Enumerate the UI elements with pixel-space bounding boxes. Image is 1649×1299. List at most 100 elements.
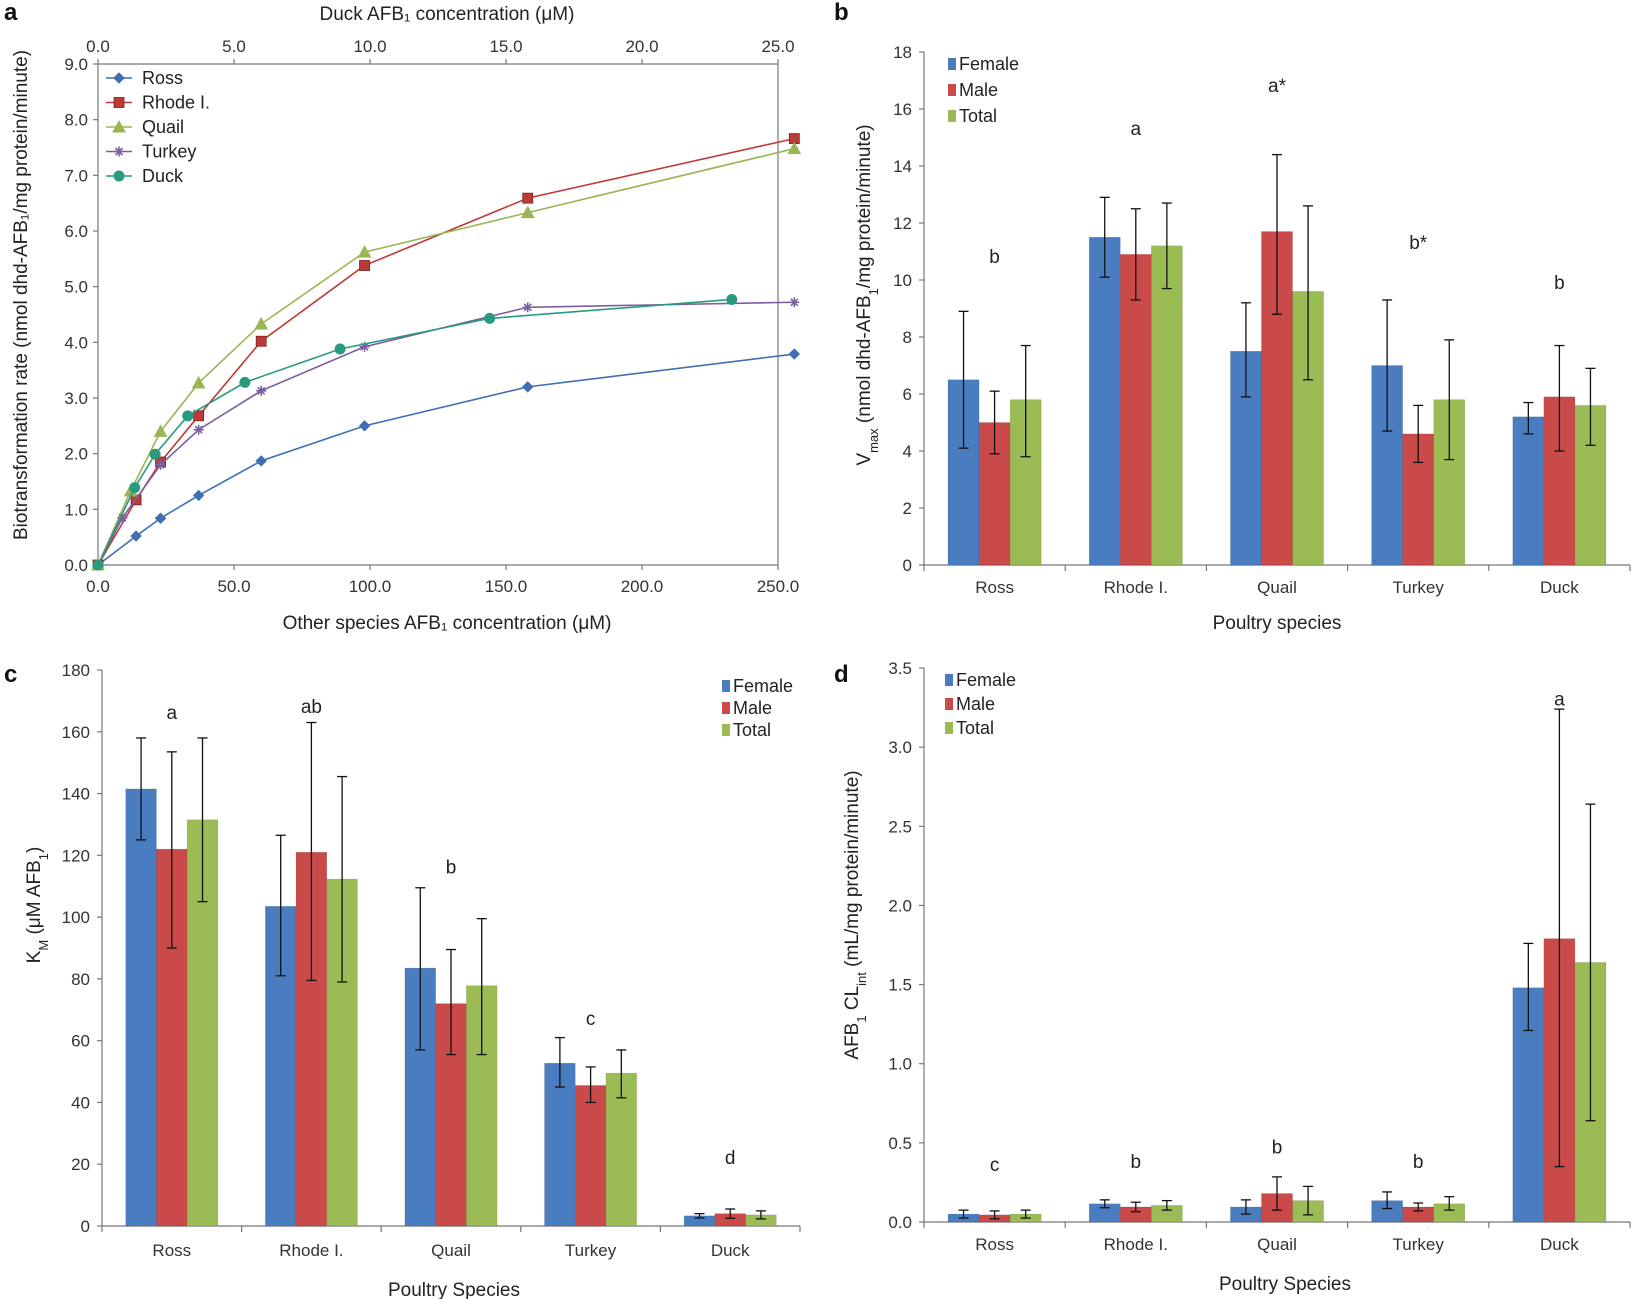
panel-c-y-tick-label: 140	[62, 785, 90, 804]
panel-a-x-tick-label: 150.0	[485, 577, 528, 596]
panel-c-significance-label: ab	[301, 697, 322, 718]
series-line-rhode-i	[97, 137, 795, 566]
panel-d-y-tick-label: 3.5	[888, 659, 912, 678]
panel-a: a Duck AFB₁ concentration (μM) Other spe…	[4, 0, 802, 634]
data-point-quail	[357, 245, 372, 258]
data-point-ross	[192, 489, 205, 502]
legend-marker-quail	[112, 119, 126, 133]
bar-male-rhodei	[1119, 254, 1152, 566]
panel-c-y-tick-label: 80	[71, 970, 90, 989]
data-point-duck	[239, 376, 251, 388]
bar-female-rhodei	[1088, 236, 1121, 566]
panel-a-top-tick-label: 5.0	[222, 37, 246, 56]
panel-b-plot-area: 0 2 4 6 8 10 12 14 16 18 Ross Rhode I. Quail Turkey Du…	[893, 43, 1631, 597]
panel-a-y-tick-label: 6.0	[64, 222, 88, 241]
legend-swatch-female	[722, 680, 730, 692]
data-point-duck	[129, 482, 141, 494]
panel-b: b Poultry species Vmax (nmol dhd-AFB1/mg…	[834, 0, 1631, 634]
panel-c: c Poultry Species KM (μM AFB1) 0 20 40 60 80…	[4, 661, 801, 1299]
legend-marker-rhode-i	[113, 97, 125, 108]
panel-b-y-tick-label: 8	[903, 328, 912, 347]
panel-b-y-tick-label: 18	[893, 43, 912, 62]
panel-a-y-tick-label: 3.0	[64, 389, 88, 408]
data-point-rhode-i	[193, 410, 205, 422]
panel-c-y-tick-label: 40	[71, 1093, 90, 1112]
panel-d-category-label: Ross	[975, 1235, 1014, 1254]
legend-marker-duck	[113, 170, 125, 182]
data-point-ross	[358, 420, 371, 432]
panel-a-y-tick-label: 1.0	[64, 500, 88, 519]
legend-label-rhode-i: Rhode I.	[142, 93, 210, 113]
panel-b-significance-label: a*	[1268, 76, 1287, 97]
panel-a-top-tick-label: 15.0	[489, 37, 522, 56]
panel-b-y-tick-label: 6	[903, 385, 912, 404]
bar-total-turkey	[1433, 399, 1466, 566]
legend-label-female: Female	[956, 670, 1016, 690]
panel-d-x-axis-title: Poultry Species	[1219, 1274, 1351, 1295]
panel-a-y-tick-label: 5.0	[64, 278, 88, 297]
panel-a-y-tick-label: 0.0	[64, 556, 88, 575]
panel-d-y-tick-label: 1.5	[888, 976, 912, 995]
legend-swatch-male	[722, 702, 730, 714]
panel-b-category-label: Turkey	[1393, 578, 1445, 597]
panel-c-significance-label: c	[586, 1009, 596, 1030]
panel-d-significance-label: b	[1413, 1152, 1424, 1173]
data-point-quail	[254, 316, 269, 330]
panel-b-y-tick-label: 0	[903, 556, 912, 575]
panel-a-y-axis-title: Biotransformation rate (nmol dhd-AFB₁/mg…	[11, 50, 32, 540]
data-point-quail	[520, 205, 535, 219]
panel-d-category-label: Duck	[1540, 1235, 1579, 1254]
panel-c-y-tick-label: 160	[62, 723, 90, 742]
panel-d-significance-label: c	[990, 1155, 1000, 1176]
panel-a-top-tick-label: 0.0	[86, 37, 110, 56]
data-point-ross	[130, 530, 142, 542]
legend-marker-turkey	[114, 146, 124, 157]
panel-a-y-tick-label: 8.0	[64, 111, 88, 130]
panel-c-x-axis-title: Poultry Species	[388, 1280, 520, 1299]
legend-swatch-female	[945, 674, 953, 686]
panel-a-x-tick-label: 200.0	[621, 577, 664, 596]
panel-c-y-tick-label: 0	[81, 1217, 90, 1236]
panel-c-category-label: Ross	[152, 1241, 191, 1260]
panel-c-y-tick-label: 180	[62, 661, 90, 680]
data-point-ross	[255, 455, 267, 467]
panel-c-y-tick-label: 60	[71, 1032, 90, 1051]
panel-d-significance-label: b	[1272, 1138, 1283, 1159]
panel-c-significance-label: a	[167, 703, 178, 724]
panel-a-bottom-axis-title: Other species AFB₁ concentration (μM)	[283, 613, 612, 634]
legend-label-turkey: Turkey	[142, 142, 196, 162]
panel-c-category-label: Turkey	[565, 1241, 617, 1260]
panel-d-plot-area: 0.0 0.5 1.0 1.5 2.0 2.5 3.0 3.5 Ross Rhode I. Quai…	[888, 659, 1631, 1254]
panel-b-significance-label: b	[989, 247, 1000, 268]
data-point-rhode-i	[255, 335, 267, 347]
legend-label-female: Female	[733, 676, 793, 696]
panel-c-significance-label: d	[725, 1148, 736, 1169]
panel-d-category-label: Rhode I.	[1104, 1235, 1168, 1254]
panel-d: d Poultry Species AFB1 CLint (mL/mg prot…	[834, 659, 1631, 1295]
data-point-duck	[182, 410, 194, 422]
legend-label-male: Male	[959, 80, 998, 100]
panel-c-plot-area: 0 20 40 60 80 100 120 140 160 180 Ross Rhode I. Quai…	[62, 661, 801, 1260]
panel-a-y-tick-label: 7.0	[64, 166, 88, 185]
data-point-quail	[191, 375, 206, 389]
panel-c-significance-label: b	[446, 858, 457, 879]
data-point-duck	[484, 312, 496, 324]
panel-b-significance-label: a	[1131, 119, 1142, 140]
series-line-duck	[97, 298, 732, 566]
series-line-quail	[97, 147, 795, 566]
data-point-turkey	[789, 297, 800, 308]
panel-a-top-tick-label: 10.0	[353, 37, 386, 56]
panel-a-x-tick-label: 100.0	[349, 577, 392, 596]
data-point-duck	[92, 559, 104, 571]
panel-b-y-tick-label: 10	[893, 271, 912, 290]
bar-total-rhodei	[1151, 245, 1183, 566]
panel-b-y-tick-label: 16	[893, 100, 912, 119]
panel-b-category-label: Duck	[1540, 578, 1579, 597]
data-point-turkey	[522, 302, 533, 313]
legend-swatch-female	[948, 58, 956, 70]
bar-female-duck	[1512, 416, 1545, 566]
panel-d-letter: d	[834, 661, 849, 688]
legend-label-ross: Ross	[142, 68, 183, 88]
panel-a-top-tick-label: 20.0	[625, 37, 658, 56]
